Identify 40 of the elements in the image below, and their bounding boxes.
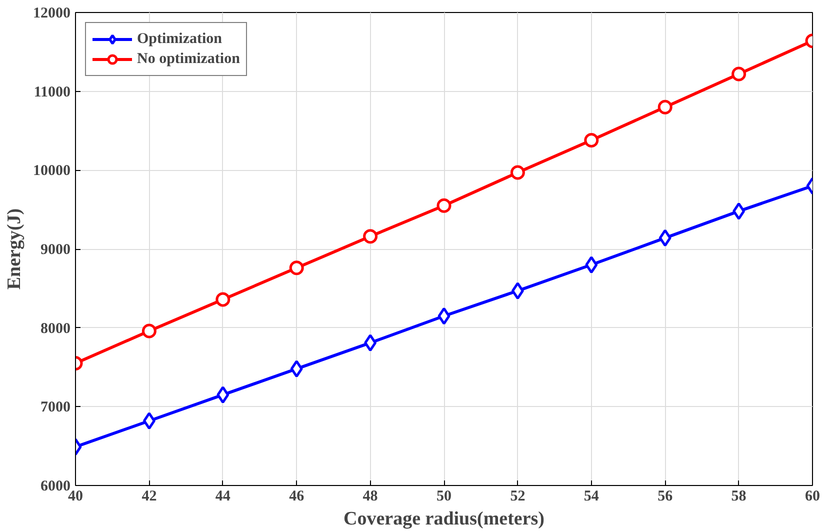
y-tick-label: 10000 [33, 163, 70, 180]
point [511, 282, 524, 300]
x-tick-label: 44 [215, 488, 231, 504]
point [363, 229, 378, 244]
x-tick-label: 54 [584, 488, 600, 504]
x-tick-label: 58 [731, 488, 746, 504]
point [216, 292, 230, 307]
point [584, 132, 599, 148]
y-tick-label: 9000 [40, 242, 70, 258]
y-tick-label: 7000 [40, 400, 70, 416]
point [290, 360, 303, 378]
x-tick-label: 40 [68, 488, 83, 504]
point [732, 202, 746, 220]
x-tick-label: 56 [658, 488, 674, 504]
y-tick-label: 11000 [34, 84, 71, 100]
legend-label: Optimization [137, 30, 222, 48]
x-tick-label: 50 [436, 488, 452, 504]
point [658, 229, 672, 247]
point [658, 100, 672, 114]
x-tick-label: 42 [142, 488, 157, 504]
y-tick-label: 8000 [40, 320, 70, 337]
point [289, 260, 304, 276]
point [142, 324, 156, 338]
point [216, 386, 230, 404]
x-axis-title: Coverage radius(meters) [343, 508, 545, 530]
point [585, 256, 598, 274]
y-tick-label: 12000 [33, 6, 70, 22]
point [510, 165, 525, 180]
point [438, 307, 450, 325]
point [436, 198, 452, 213]
y-axis-title: Energy(J) [4, 208, 25, 290]
point [732, 66, 746, 82]
y-tick-label: 6000 [40, 478, 70, 494]
x-tick-label: 48 [362, 488, 378, 504]
point [142, 412, 156, 430]
x-tick-label: 60 [805, 488, 820, 504]
point [364, 334, 377, 352]
x-tick-label: 52 [510, 488, 526, 504]
legend-label: No optimization [137, 50, 240, 68]
x-tick-label: 46 [289, 488, 305, 504]
